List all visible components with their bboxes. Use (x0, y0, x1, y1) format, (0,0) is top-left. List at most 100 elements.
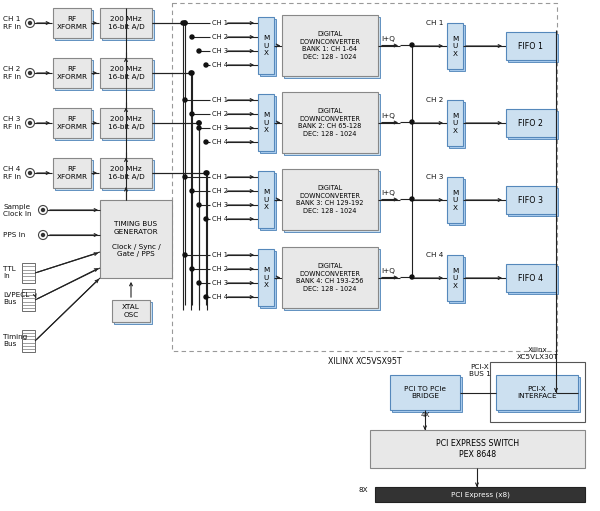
Circle shape (38, 230, 47, 240)
Text: M
U
X: M U X (263, 189, 269, 210)
Bar (22, 263, 35, 283)
Circle shape (183, 175, 187, 179)
Bar (506, 32, 556, 60)
Bar (375, 487, 585, 502)
Circle shape (204, 295, 208, 299)
Circle shape (29, 122, 32, 125)
Circle shape (29, 172, 32, 174)
Text: CH 4: CH 4 (425, 252, 443, 258)
Bar (55, 60, 93, 90)
Text: DIGITAL
DOWNCONVERTER
BANK 3: CH 129-192
DEC: 128 - 1024: DIGITAL DOWNCONVERTER BANK 3: CH 129-192… (296, 185, 364, 214)
Circle shape (189, 71, 193, 75)
Text: PCI Express (x8): PCI Express (x8) (451, 491, 509, 498)
Text: 8X: 8X (358, 487, 368, 493)
Circle shape (410, 197, 414, 201)
Circle shape (197, 281, 201, 285)
Bar (282, 92, 378, 153)
Text: Timing
Bus: Timing Bus (3, 334, 27, 346)
Bar (496, 375, 578, 410)
Bar (100, 8, 152, 38)
Bar (55, 110, 93, 140)
Bar (258, 249, 274, 306)
Circle shape (183, 21, 187, 25)
Bar (282, 247, 378, 308)
Circle shape (190, 267, 194, 271)
Bar (100, 108, 152, 138)
Bar (102, 10, 154, 40)
Bar (506, 264, 556, 292)
Bar (508, 34, 558, 62)
Bar (498, 377, 580, 412)
Bar (282, 169, 378, 230)
Text: TTL
In: TTL In (3, 266, 16, 278)
Text: RF
XFORMR: RF XFORMR (56, 16, 88, 30)
Text: 200 MHz
16-bit A/D: 200 MHz 16-bit A/D (107, 66, 145, 80)
Text: CH 2: CH 2 (212, 266, 228, 272)
Bar (258, 94, 274, 151)
Bar (53, 158, 91, 188)
Text: CH 1
RF In: CH 1 RF In (3, 16, 21, 30)
Bar (102, 110, 154, 140)
Text: FIFO 1: FIFO 1 (518, 41, 544, 51)
Bar (260, 173, 276, 230)
Text: M
U
X: M U X (452, 112, 458, 133)
Bar (258, 17, 274, 74)
Bar (449, 179, 465, 225)
Bar (490, 362, 585, 422)
Bar (53, 108, 91, 138)
Text: XILINX XC5VSX95T: XILINX XC5VSX95T (328, 357, 401, 366)
Text: CH 1: CH 1 (212, 97, 228, 103)
Text: PCI-X
INTERFACE: PCI-X INTERFACE (517, 386, 557, 399)
Text: CH 2: CH 2 (212, 188, 228, 194)
Text: CH 4: CH 4 (212, 62, 228, 68)
Bar (172, 3, 557, 351)
Circle shape (204, 217, 208, 221)
Bar (449, 25, 465, 71)
Bar (114, 302, 152, 324)
Text: XTAL
OSC: XTAL OSC (122, 304, 140, 318)
Text: CH 3: CH 3 (212, 125, 228, 131)
Bar (100, 58, 152, 88)
Text: CH 1: CH 1 (212, 20, 228, 26)
Text: 4X: 4X (420, 412, 430, 418)
Text: I+Q: I+Q (381, 112, 395, 119)
Bar (258, 171, 274, 228)
Bar (100, 158, 152, 188)
Circle shape (190, 112, 194, 116)
Text: DIGITAL
DOWNCONVERTER
BANK 1: CH 1-64
DEC: 128 - 1024: DIGITAL DOWNCONVERTER BANK 1: CH 1-64 DE… (299, 31, 361, 60)
Text: M
U
X: M U X (452, 35, 458, 57)
Bar (447, 23, 463, 69)
Circle shape (197, 121, 201, 125)
Text: M
U
X: M U X (263, 267, 269, 288)
Text: RF
XFORMR: RF XFORMR (56, 66, 88, 80)
Text: RF
XFORMR: RF XFORMR (56, 166, 88, 180)
Circle shape (410, 120, 414, 124)
Circle shape (190, 189, 194, 193)
Bar (53, 58, 91, 88)
Circle shape (205, 171, 209, 175)
Circle shape (38, 205, 47, 215)
Bar (392, 377, 462, 412)
Bar (100, 200, 172, 278)
Bar (508, 266, 558, 294)
Bar (260, 19, 276, 76)
Text: CH 2
RF In: CH 2 RF In (3, 66, 21, 80)
Text: M
U
X: M U X (263, 35, 269, 56)
Text: RF
XFORMR: RF XFORMR (56, 116, 88, 130)
Bar (22, 289, 35, 311)
Circle shape (197, 49, 201, 53)
Text: CH 2: CH 2 (212, 34, 228, 40)
Text: CH 3: CH 3 (212, 280, 228, 286)
Text: PPS In: PPS In (3, 232, 25, 238)
Text: CH 4: CH 4 (212, 294, 228, 300)
Text: M
U
X: M U X (263, 112, 269, 133)
Circle shape (410, 43, 414, 47)
Bar (284, 171, 380, 232)
Circle shape (29, 72, 32, 75)
Bar (282, 15, 378, 76)
Bar (112, 300, 150, 322)
Circle shape (190, 71, 194, 75)
Bar (390, 375, 460, 410)
Text: CH 1: CH 1 (212, 252, 228, 258)
Bar (55, 10, 93, 40)
